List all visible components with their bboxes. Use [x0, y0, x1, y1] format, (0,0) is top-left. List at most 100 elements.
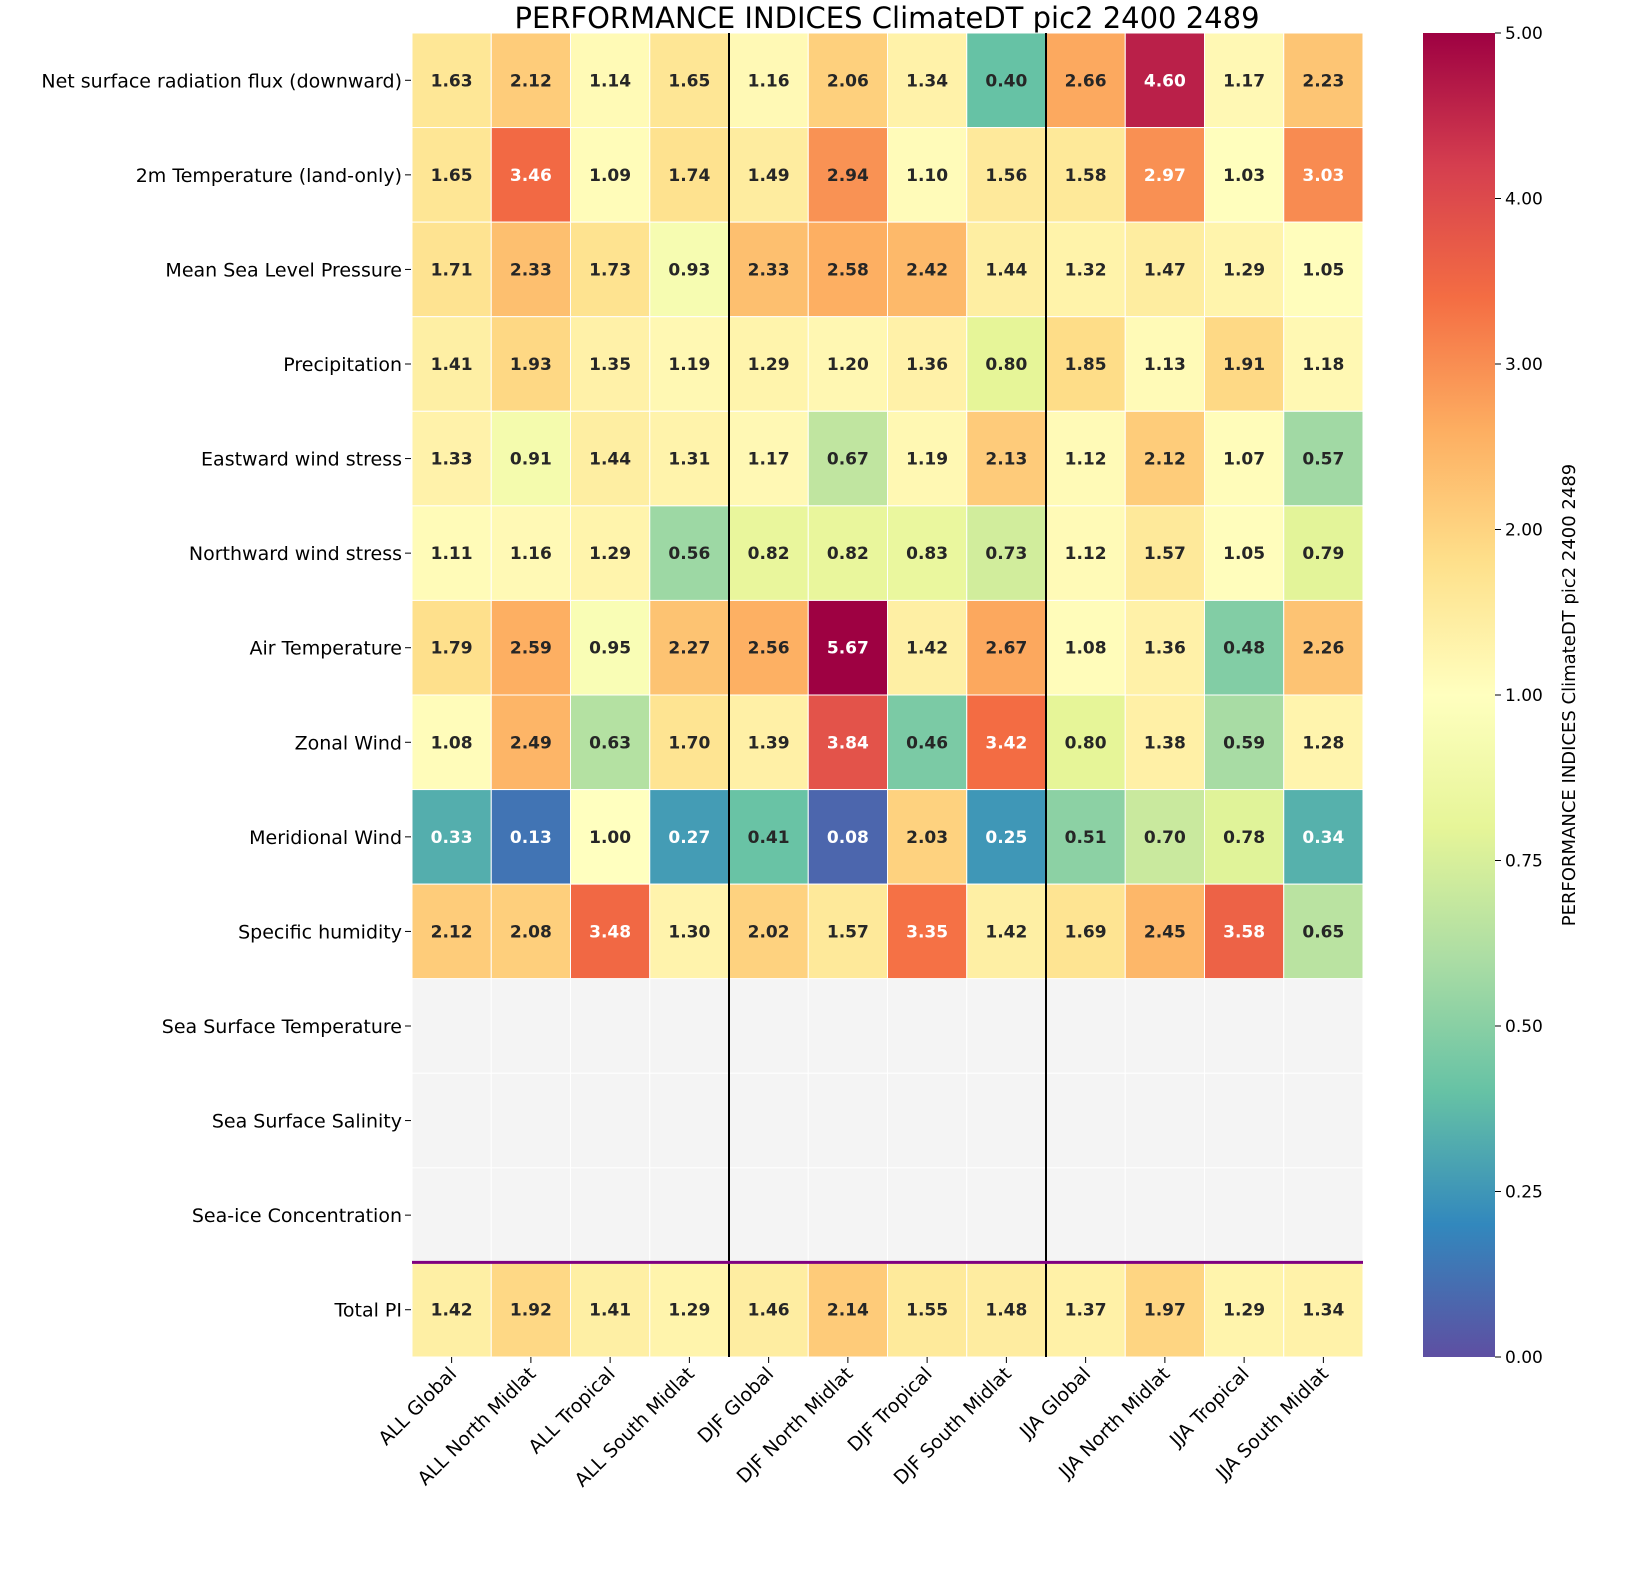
- heatmap-cell-missing: [1283, 1167, 1364, 1263]
- heatmap-cell: [1283, 221, 1364, 318]
- cell-value-label: 2.94: [827, 166, 869, 186]
- heatmap-cell-missing: [1283, 1072, 1364, 1169]
- row-label: Specific humidity: [238, 921, 402, 943]
- heatmap-cell-missing: [411, 1072, 492, 1169]
- heatmap-cell: [1124, 694, 1205, 791]
- row-label: Precipitation: [283, 354, 402, 376]
- heatmap-cell: [887, 694, 968, 791]
- cell-value-label: 0.95: [589, 639, 631, 659]
- heatmap-cell: [887, 1261, 968, 1358]
- cell-value-label: 1.20: [827, 355, 869, 375]
- heatmap-cell: [966, 505, 1047, 601]
- cell-value-label: 1.65: [668, 71, 710, 91]
- row-label: Mean Sea Level Pressure: [165, 259, 402, 281]
- cell-value-label: 1.29: [748, 355, 790, 375]
- cell-value-label: 0.63: [589, 733, 631, 753]
- colorbar-tick-label: 5.00: [1505, 24, 1543, 44]
- heatmap-cell: [1124, 599, 1205, 696]
- cell-value-label: 1.36: [906, 355, 948, 375]
- heatmap-cell: [807, 694, 888, 791]
- heatmap-cell: [1204, 221, 1285, 318]
- cell-value-label: 1.55: [906, 1301, 948, 1321]
- column-label: JJA Global: [1015, 1363, 1095, 1443]
- cell-value-label: 0.65: [1302, 922, 1344, 942]
- heatmap-cell-missing: [887, 1072, 968, 1169]
- heatmap-cell-missing: [570, 1167, 651, 1263]
- heatmap-cell: [1204, 316, 1285, 412]
- cell-value-label: 1.09: [589, 166, 631, 186]
- cell-value-label: 2.12: [431, 922, 473, 942]
- heatmap-cell: [887, 789, 968, 885]
- row-label: Zonal Wind: [295, 732, 402, 754]
- cell-value-label: 2.33: [748, 260, 790, 280]
- cell-value-label: 3.84: [827, 733, 869, 753]
- cell-value-label: 0.93: [668, 260, 710, 280]
- heatmap-cell-missing: [1045, 978, 1126, 1074]
- cell-value-label: 2.45: [1144, 922, 1186, 942]
- row-label: Air Temperature: [250, 638, 402, 660]
- heatmap-cell-missing: [649, 978, 730, 1074]
- cell-value-label: 2.33: [510, 260, 552, 280]
- heatmap-cell: [887, 316, 968, 412]
- cell-value-label: 0.78: [1223, 828, 1265, 848]
- cell-value-label: 1.12: [1065, 544, 1107, 564]
- cell-value-label: 1.74: [668, 166, 710, 186]
- cell-value-label: 1.11: [431, 544, 473, 564]
- cell-value-label: 0.80: [985, 355, 1027, 375]
- heatmap-cell: [649, 127, 730, 223]
- cell-value-label: 1.91: [1223, 355, 1265, 375]
- cell-value-label: 1.19: [906, 450, 948, 470]
- heatmap-cell: [490, 127, 571, 223]
- colorbar-tick-label: 2.00: [1505, 521, 1543, 541]
- heatmap-cell: [887, 883, 968, 980]
- heatmap-cell: [966, 789, 1047, 885]
- cell-value-label: 2.97: [1144, 166, 1186, 186]
- cell-value-label: 1.19: [668, 355, 710, 375]
- cell-value-label: 1.79: [431, 639, 473, 659]
- row-label: Net surface radiation flux (downward): [41, 70, 402, 92]
- heatmap-cell: [807, 789, 888, 885]
- cell-value-label: 0.73: [985, 544, 1027, 564]
- heatmap-cell: [966, 32, 1047, 129]
- heatmap-cell: [1045, 883, 1126, 980]
- cell-value-label: 1.34: [1302, 1301, 1344, 1321]
- heatmap-cell: [649, 883, 730, 980]
- heatmap-cell: [966, 1261, 1047, 1358]
- cell-value-label: 1.56: [985, 166, 1027, 186]
- cell-value-label: 1.32: [1065, 260, 1107, 280]
- heatmap-cell: [966, 883, 1047, 980]
- cell-value-label: 3.46: [510, 166, 552, 186]
- heatmap-cell-missing: [966, 978, 1047, 1074]
- colorbar-tick-label: 0.75: [1505, 852, 1543, 872]
- heatmap-cell-missing: [807, 1072, 888, 1169]
- heatmap-cell-missing: [649, 1072, 730, 1169]
- cell-value-label: 2.66: [1065, 71, 1107, 91]
- heatmap-cell: [490, 694, 571, 791]
- cell-value-label: 1.93: [510, 355, 552, 375]
- cell-value-label: 1.34: [906, 71, 948, 91]
- cell-value-label: 1.37: [1065, 1301, 1107, 1321]
- cell-value-label: 1.05: [1302, 260, 1344, 280]
- heatmap-cell-missing: [1124, 1072, 1205, 1169]
- cell-value-label: 1.36: [1144, 639, 1186, 659]
- colorbar-gradient: [1423, 33, 1495, 1357]
- heatmap-cell-missing: [570, 1072, 651, 1169]
- heatmap-cell: [887, 505, 968, 601]
- cell-value-label: 1.57: [827, 922, 869, 942]
- heatmap-cell: [1204, 789, 1285, 885]
- cell-value-label: 2.13: [985, 450, 1027, 470]
- heatmap-cell-missing: [728, 978, 809, 1074]
- heatmap-cell: [728, 127, 809, 223]
- cell-value-label: 1.30: [668, 922, 710, 942]
- cell-value-label: 0.79: [1302, 544, 1344, 564]
- heatmap-cell: [490, 32, 571, 129]
- heatmap-cell-missing: [411, 978, 492, 1074]
- heatmap-cell: [570, 694, 651, 791]
- cell-value-label: 0.82: [748, 544, 790, 564]
- cell-value-label: 1.12: [1065, 450, 1107, 470]
- row-label: Sea Surface Temperature: [162, 1016, 402, 1038]
- heatmap-cell: [1283, 32, 1364, 129]
- cell-value-label: 4.60: [1144, 71, 1186, 91]
- heatmap-cell-missing: [490, 1072, 571, 1169]
- chart-title: PERFORMANCE INDICES ClimateDT pic2 2400 …: [514, 1, 1259, 35]
